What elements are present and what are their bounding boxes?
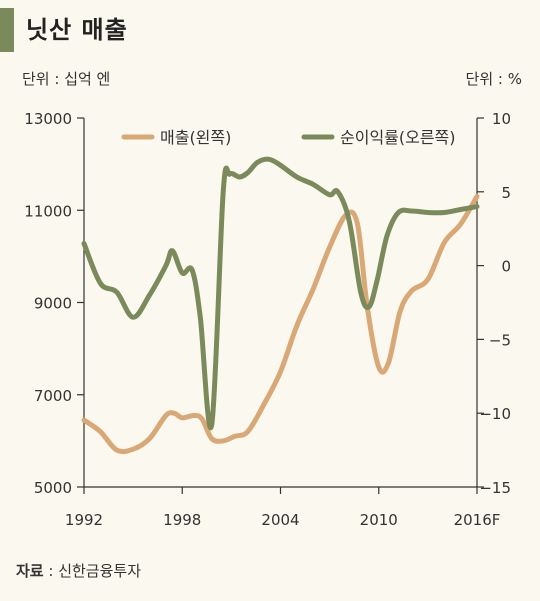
x-tick-label: 2004 [261,511,299,529]
y-left-tick-label: 11000 [24,202,72,220]
legend: 매출(왼쪽) 순이익률(오른쪽) [121,128,456,147]
y-left-tick-label: 9000 [34,295,72,313]
y-left-tick-label: 7000 [34,387,72,405]
y-left-tick-label: 13000 [24,110,72,128]
x-tick-label: 1992 [65,511,103,529]
y-right-tick-label: 10 [492,110,511,128]
y-right-tick-label: 5 [501,184,511,202]
margin-series-line [81,156,480,431]
y-right-tick-label: −5 [489,331,511,349]
legend-label-margin: 순이익률(오른쪽) [340,128,456,147]
source-separator: : [43,562,59,580]
y-left-tick-label: 5000 [34,479,72,497]
y-right-tick-label: 0 [501,258,511,276]
source-text: 신한금융투자 [58,562,142,580]
sales-series-line [81,193,480,455]
legend-label-sales: 매출(왼쪽) [160,128,231,147]
y-right-tick-label: −15 [479,479,511,497]
title-accent-bar [0,8,14,52]
x-tick-label: 2010 [360,511,398,529]
axes [77,117,484,494]
x-tick-label: 1998 [163,511,201,529]
source-note: 자료 : 신한금융투자 [16,560,141,581]
page-title: 닛산 매출 [26,16,128,44]
x-tick-label: 2016F [454,511,501,529]
tick-labels: 5000 7000 9000 11000 13000 −15 −10 −5 0 5 10 1992 19… [24,110,511,529]
series-lines [81,156,480,455]
source-label: 자료 [16,562,44,580]
unit-right-label: 단위 : % [465,70,522,88]
y-right-tick-label: −10 [479,405,511,423]
unit-left-label: 단위 : 십억 엔 [22,70,111,88]
